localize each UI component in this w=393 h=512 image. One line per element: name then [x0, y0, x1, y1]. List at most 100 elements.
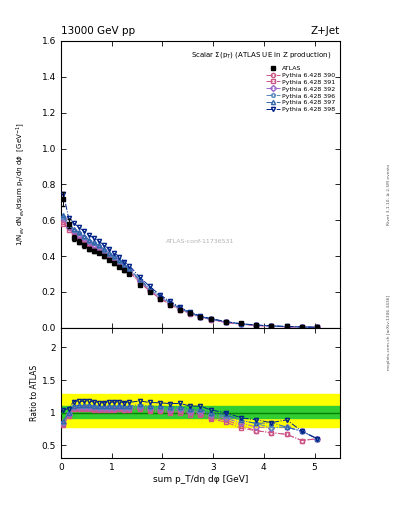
Pythia 6.428 390 [92, 243, 96, 249]
Pythia 6.428 390 [147, 287, 152, 293]
Y-axis label: 1/N$_{ev}$ dN$_{ev}$/dsum p$_T$/d$\eta$ d$\phi$  [GeV$^{-1}$]: 1/N$_{ev}$ dN$_{ev}$/dsum p$_T$/d$\eta$ … [15, 122, 28, 246]
Pythia 6.428 398 [208, 315, 213, 322]
Pythia 6.428 397 [66, 221, 71, 227]
Pythia 6.428 392 [112, 255, 117, 261]
Pythia 6.428 392 [107, 251, 112, 258]
Pythia 6.428 391 [188, 311, 193, 317]
Pythia 6.428 397 [97, 242, 101, 248]
Pythia 6.428 390 [198, 314, 203, 321]
Pythia 6.428 390 [102, 249, 107, 255]
Pythia 6.428 390 [239, 321, 243, 327]
Pythia 6.428 390 [61, 219, 66, 225]
Pythia 6.428 391 [97, 247, 101, 253]
Pythia 6.428 398 [92, 235, 96, 241]
Pythia 6.428 398 [168, 298, 173, 304]
Pythia 6.428 390 [284, 324, 289, 330]
Pythia 6.428 396 [127, 266, 132, 272]
Pythia 6.428 398 [315, 324, 320, 330]
Pythia 6.428 396 [71, 227, 76, 233]
Pythia 6.428 390 [76, 233, 81, 240]
Pythia 6.428 390 [158, 295, 162, 302]
Pythia 6.428 390 [208, 316, 213, 323]
Pythia 6.428 390 [107, 253, 112, 259]
Pythia 6.428 398 [97, 238, 101, 244]
Pythia 6.428 398 [299, 324, 304, 330]
Pythia 6.428 397 [71, 226, 76, 232]
Pythia 6.428 397 [299, 324, 304, 330]
Pythia 6.428 390 [299, 324, 304, 330]
Pythia 6.428 391 [178, 307, 182, 313]
Pythia 6.428 397 [284, 324, 289, 330]
Pythia 6.428 392 [66, 223, 71, 229]
Pythia 6.428 398 [86, 232, 91, 238]
Pythia 6.428 390 [188, 311, 193, 317]
Pythia 6.428 391 [81, 238, 86, 244]
Pythia 6.428 392 [147, 287, 152, 293]
Pythia 6.428 396 [76, 230, 81, 237]
Line: Pythia 6.428 390: Pythia 6.428 390 [61, 220, 319, 329]
Pythia 6.428 392 [92, 242, 96, 248]
Pythia 6.428 396 [147, 286, 152, 292]
Pythia 6.428 396 [92, 240, 96, 246]
Line: Pythia 6.428 392: Pythia 6.428 392 [61, 217, 319, 329]
Pythia 6.428 390 [315, 324, 320, 330]
Pythia 6.428 397 [168, 300, 173, 306]
Pythia 6.428 396 [239, 321, 243, 327]
Pythia 6.428 390 [71, 230, 76, 236]
Pythia 6.428 396 [107, 250, 112, 257]
Pythia 6.428 398 [198, 313, 203, 319]
Pythia 6.428 392 [178, 306, 182, 312]
Pythia 6.428 392 [76, 231, 81, 238]
Pythia 6.428 398 [137, 274, 142, 280]
Pythia 6.428 397 [122, 262, 127, 268]
Pythia 6.428 396 [178, 306, 182, 312]
Pythia 6.428 397 [239, 321, 243, 327]
Pythia 6.428 391 [299, 324, 304, 330]
Line: Pythia 6.428 397: Pythia 6.428 397 [61, 213, 319, 329]
Line: Pythia 6.428 396: Pythia 6.428 396 [61, 215, 319, 329]
Pythia 6.428 392 [102, 248, 107, 254]
Pythia 6.428 396 [66, 222, 71, 228]
Pythia 6.428 396 [102, 247, 107, 253]
Line: Pythia 6.428 398: Pythia 6.428 398 [61, 191, 319, 329]
Pythia 6.428 397 [117, 257, 121, 263]
Pythia 6.428 397 [81, 233, 86, 239]
X-axis label: sum p_T/dη dφ [GeV]: sum p_T/dη dφ [GeV] [153, 475, 248, 484]
Pythia 6.428 397 [208, 316, 213, 322]
Pythia 6.428 396 [112, 254, 117, 261]
Pythia 6.428 397 [254, 322, 259, 328]
Pythia 6.428 397 [61, 212, 66, 218]
Text: 13000 GeV pp: 13000 GeV pp [61, 26, 135, 36]
Pythia 6.428 396 [224, 319, 228, 325]
Pythia 6.428 396 [269, 323, 274, 329]
Pythia 6.428 397 [269, 323, 274, 329]
Pythia 6.428 392 [188, 310, 193, 316]
Pythia 6.428 398 [71, 220, 76, 226]
Pythia 6.428 397 [92, 240, 96, 246]
Pythia 6.428 397 [112, 253, 117, 260]
Pythia 6.428 396 [168, 300, 173, 306]
Pythia 6.428 391 [224, 319, 228, 326]
Pythia 6.428 392 [61, 216, 66, 222]
Pythia 6.428 396 [158, 294, 162, 300]
Pythia 6.428 392 [208, 316, 213, 323]
Pythia 6.428 398 [112, 250, 117, 256]
Pythia 6.428 390 [178, 307, 182, 313]
Pythia 6.428 392 [254, 322, 259, 328]
Pythia 6.428 398 [102, 242, 107, 248]
Pythia 6.428 396 [61, 214, 66, 220]
Pythia 6.428 390 [81, 237, 86, 243]
Pythia 6.428 391 [168, 302, 173, 308]
Pythia 6.428 392 [198, 314, 203, 320]
Legend: ATLAS, Pythia 6.428 390, Pythia 6.428 391, Pythia 6.428 392, Pythia 6.428 396, P: ATLAS, Pythia 6.428 390, Pythia 6.428 39… [265, 64, 337, 114]
Pythia 6.428 390 [127, 268, 132, 274]
Pythia 6.428 398 [269, 323, 274, 329]
Pythia 6.428 392 [97, 244, 101, 250]
Text: mcplots.cern.ch [arXiv:1306.3436]: mcplots.cern.ch [arXiv:1306.3436] [387, 295, 391, 370]
Pythia 6.428 397 [127, 266, 132, 272]
Pythia 6.428 391 [158, 295, 162, 302]
Pythia 6.428 397 [198, 313, 203, 319]
Pythia 6.428 398 [224, 318, 228, 325]
Pythia 6.428 398 [254, 322, 259, 328]
Pythia 6.428 396 [188, 310, 193, 316]
